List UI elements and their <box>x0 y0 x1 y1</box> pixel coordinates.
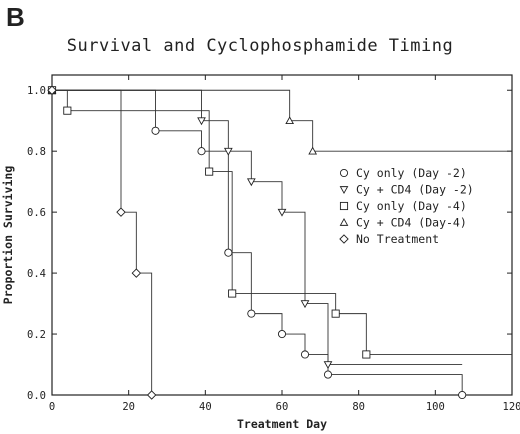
legend-marker <box>339 201 349 211</box>
data-point <box>205 167 214 176</box>
data-point <box>63 106 72 115</box>
panel-letter: B <box>6 2 25 32</box>
x-axis-label: Treatment Day <box>237 417 327 431</box>
legend: Cy only (Day -2) Cy + CD4 (Day -2) Cy only… <box>339 166 474 246</box>
y-tick-label: 0.0 <box>27 390 46 402</box>
series-5 <box>47 85 157 400</box>
x-tick-label: 120 <box>503 401 520 413</box>
series-line <box>52 89 153 395</box>
x-tick-label: 20 <box>122 401 135 413</box>
x-tick-label: 80 <box>352 401 365 413</box>
y-axis-label: Proportion Surviving <box>1 166 15 305</box>
data-point <box>151 126 160 135</box>
legend-marker <box>339 234 349 244</box>
data-point <box>247 309 256 318</box>
y-tick-label: 0.6 <box>27 207 46 219</box>
data-point <box>246 178 256 187</box>
data-point <box>116 207 126 217</box>
data-point <box>197 147 206 156</box>
series-layer <box>47 85 512 400</box>
y-tick-label: 0.8 <box>27 146 46 158</box>
data-point <box>146 390 157 400</box>
legend-label: Cy only (Day -4) <box>356 199 467 213</box>
data-point <box>223 147 233 156</box>
axes: 0 20 40 60 80 100 120 0.0 0.2 0.4 0.6 0.8 1.0 <box>27 75 520 413</box>
data-point <box>323 370 333 379</box>
legend-marker <box>339 168 349 178</box>
data-point <box>224 248 233 257</box>
data-point <box>197 117 206 126</box>
data-point <box>300 350 310 359</box>
data-point <box>300 300 310 309</box>
x-tick-label: 0 <box>49 401 55 413</box>
data-point <box>228 289 237 298</box>
legend-marker <box>339 217 349 226</box>
data-point <box>131 268 142 278</box>
chart-title: Survival and Cyclophosphamide Timing <box>66 36 454 56</box>
legend-label: No Treatment <box>356 232 439 246</box>
data-point <box>277 329 287 339</box>
legend-label: Cy only (Day -2) <box>356 166 467 180</box>
y-tick-label: 0.2 <box>27 329 46 341</box>
series-line <box>52 89 512 152</box>
y-tick-label: 1.0 <box>27 85 46 97</box>
data-point <box>362 350 371 359</box>
data-point <box>285 116 295 125</box>
data-point <box>323 361 333 370</box>
legend-label: Cy + CD4 (Day-4) <box>356 216 467 230</box>
legend-label: Cy + CD4 (Day -2) <box>356 183 474 197</box>
data-point <box>308 146 318 155</box>
series-3 <box>47 86 512 359</box>
data-point <box>458 390 467 400</box>
x-tick-label: 40 <box>199 401 212 413</box>
data-point <box>331 309 340 318</box>
data-point <box>277 208 287 217</box>
data-point <box>47 85 57 95</box>
x-tick-label: 60 <box>276 401 289 413</box>
y-tick-label: 0.4 <box>27 268 46 280</box>
series-4 <box>47 85 512 155</box>
x-tick-label: 100 <box>426 401 445 413</box>
legend-marker <box>339 186 349 195</box>
series-line <box>52 89 463 365</box>
